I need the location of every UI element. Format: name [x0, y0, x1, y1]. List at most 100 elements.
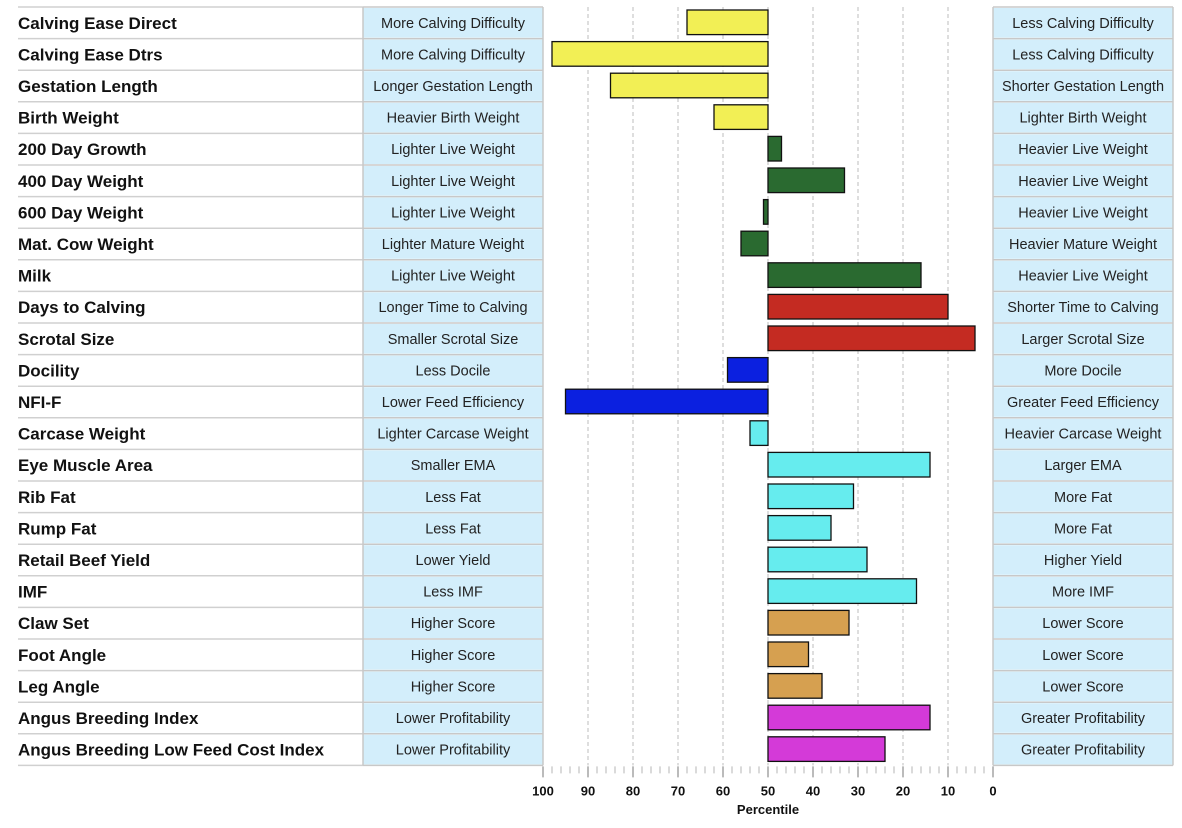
high-label-box	[993, 355, 1173, 386]
high-direction-label: Heavier Mature Weight	[1009, 237, 1157, 253]
bar	[767, 483, 855, 510]
high-direction-label: More Fat	[1054, 490, 1112, 506]
trait-label: NFI-F	[18, 393, 61, 412]
high-label-box	[993, 482, 1173, 512]
trait-label: Eye Muscle Area	[18, 456, 153, 475]
low-direction-label: Lower Feed Efficiency	[382, 395, 525, 411]
bar	[767, 736, 886, 763]
high-label-box	[993, 640, 1173, 670]
trait-label: IMF	[18, 583, 47, 602]
low-label-box	[363, 482, 543, 512]
high-label-box	[993, 292, 1173, 322]
bar	[767, 135, 783, 162]
bar	[713, 104, 769, 131]
trait-label: Angus Breeding Index	[18, 709, 199, 728]
high-direction-label: Greater Profitability	[1021, 711, 1146, 727]
trait-label: 400 Day Weight	[18, 172, 144, 191]
grid-layer	[587, 7, 949, 766]
low-label-box	[363, 734, 543, 765]
high-label-box	[993, 102, 1173, 133]
low-label-box	[363, 703, 543, 733]
trait-label: Gestation Length	[18, 77, 158, 96]
high-direction-label: Less Calving Difficulty	[1012, 16, 1154, 32]
low-direction-label: Higher Score	[411, 648, 496, 664]
bar	[767, 325, 976, 352]
trait-label: Retail Beef Yield	[18, 551, 150, 570]
tick-label: 50	[761, 783, 775, 798]
bar	[767, 578, 918, 605]
low-direction-label: Lighter Mature Weight	[382, 237, 524, 253]
low-direction-label: Longer Gestation Length	[373, 79, 533, 95]
low-direction-label: Lower Yield	[416, 553, 491, 569]
tick-label: 30	[851, 783, 865, 798]
bar	[767, 546, 868, 573]
trait-label: Leg Angle	[18, 677, 100, 696]
high-label-box	[993, 608, 1173, 638]
high-direction-label: Heavier Live Weight	[1018, 174, 1148, 190]
tick-label: 40	[806, 783, 820, 798]
bar	[767, 609, 850, 636]
low-label-box	[363, 197, 543, 228]
trait-label: Angus Breeding Low Feed Cost Index	[18, 741, 325, 760]
bar	[767, 262, 922, 289]
bar	[767, 167, 846, 194]
low-label-box	[363, 545, 543, 575]
high-label-box	[993, 513, 1173, 544]
trait-label: Carcase Weight	[18, 425, 146, 444]
high-label-box	[993, 229, 1173, 259]
low-direction-label: Lighter Live Weight	[391, 142, 515, 158]
high-label-box	[993, 71, 1173, 101]
low-direction-label: Higher Score	[411, 679, 496, 695]
tick-label: 90	[581, 783, 595, 798]
low-direction-label: Lower Profitability	[396, 743, 511, 759]
bars-layer	[551, 9, 976, 763]
high-label-box	[993, 671, 1173, 702]
low-label-box	[363, 640, 543, 670]
low-label-box	[363, 608, 543, 638]
low-direction-label: Smaller Scrotal Size	[388, 332, 519, 348]
tick-label: 80	[626, 783, 640, 798]
low-direction-label: Heavier Birth Weight	[387, 111, 520, 127]
bar	[767, 293, 949, 320]
trait-label: Days to Calving	[18, 298, 146, 317]
low-label-box	[363, 513, 543, 544]
high-label-box	[993, 324, 1173, 354]
low-direction-label: Lower Profitability	[396, 711, 511, 727]
high-label-box	[993, 260, 1173, 291]
high-direction-label: Lower Score	[1042, 648, 1123, 664]
low-label-box	[363, 671, 543, 702]
bar	[767, 704, 931, 731]
high-direction-label: Lower Score	[1042, 616, 1123, 632]
high-label-box	[993, 703, 1173, 733]
low-direction-label: Less IMF	[423, 585, 483, 601]
bar	[564, 388, 769, 415]
low-label-box	[363, 576, 543, 607]
tick-label: 20	[896, 783, 910, 798]
trait-label: Claw Set	[18, 614, 89, 633]
low-direction-label: Longer Time to Calving	[378, 300, 527, 316]
high-label-box	[993, 418, 1173, 449]
low-direction-label: Less Fat	[425, 490, 481, 506]
low-direction-label: Lighter Live Weight	[391, 174, 515, 190]
trait-label: Rump Fat	[18, 519, 97, 538]
high-label-box	[993, 166, 1173, 196]
low-direction-label: Higher Score	[411, 616, 496, 632]
bar	[762, 198, 769, 225]
high-label-box	[993, 8, 1173, 38]
trait-label: Docility	[18, 361, 80, 380]
high-label-box	[993, 387, 1173, 417]
trait-label: Scrotal Size	[18, 330, 114, 349]
trait-label: Rib Fat	[18, 488, 76, 507]
bar	[767, 672, 823, 699]
bar	[767, 641, 810, 668]
low-direction-label: Lighter Live Weight	[391, 205, 515, 221]
bar	[726, 356, 769, 383]
high-direction-label: Shorter Time to Calving	[1007, 300, 1159, 316]
x-axis-title: Percentile	[737, 802, 799, 817]
high-direction-label: Greater Feed Efficiency	[1007, 395, 1160, 411]
trait-label: Mat. Cow Weight	[18, 235, 154, 254]
trait-label: Birth Weight	[18, 109, 119, 128]
high-label-box	[993, 134, 1173, 164]
high-direction-label: More Fat	[1054, 521, 1112, 537]
